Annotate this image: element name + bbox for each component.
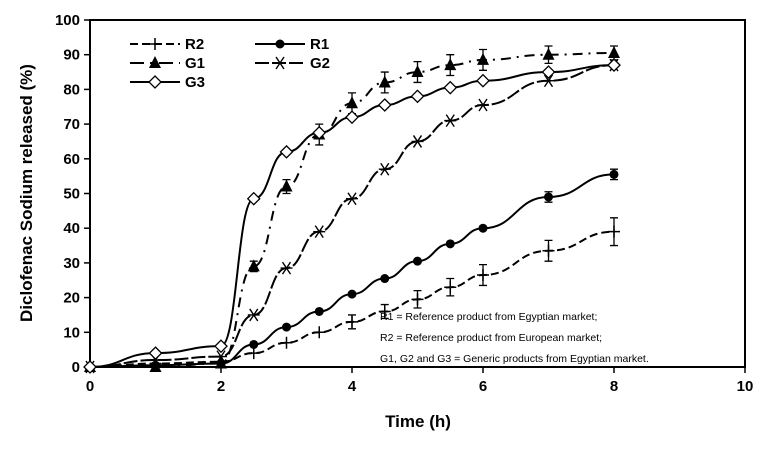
series-line-r2 xyxy=(89,230,615,368)
y-tick-label: 90 xyxy=(63,47,80,64)
data-point-r1 xyxy=(380,274,390,284)
data-point-r2 xyxy=(280,336,293,349)
data-point-g3 xyxy=(541,65,556,79)
data-point-r1 xyxy=(314,306,324,316)
x-tick-label: 4 xyxy=(348,378,357,395)
series-g3 xyxy=(83,58,621,374)
legend-label: G2 xyxy=(310,55,330,72)
y-tick-label: 70 xyxy=(63,116,80,133)
data-point-r2 xyxy=(378,305,391,318)
data-point-g1 xyxy=(149,360,162,372)
data-point-r1 xyxy=(445,239,455,249)
data-point-g1 xyxy=(477,52,489,65)
data-point-g3 xyxy=(214,339,228,354)
legend-label: G3 xyxy=(185,74,205,91)
annotation-r2: R2 = Reference product from European mar… xyxy=(380,332,602,344)
data-point-r1 xyxy=(478,223,488,233)
data-point-g3 xyxy=(83,360,97,374)
annotation-generic: G1, G2 and G3 = Generic products from Eg… xyxy=(380,353,649,365)
legend-item-g3: G3 xyxy=(130,74,205,91)
x-tick-label: 2 xyxy=(217,378,225,395)
x-tick-label: 6 xyxy=(479,378,487,395)
data-point-g2 xyxy=(477,98,489,112)
data-point-g3 xyxy=(246,191,261,206)
legend-label: G1 xyxy=(185,55,205,72)
data-point-g1 xyxy=(542,47,555,60)
data-point-g3 xyxy=(476,73,490,88)
legend-item-r1: R1 xyxy=(255,36,329,53)
y-tick-label: 30 xyxy=(63,255,80,272)
data-point-g2 xyxy=(215,350,227,363)
data-point-r2 xyxy=(411,293,424,306)
legend-item-g1: G1 xyxy=(130,55,205,72)
y-tick-label: 0 xyxy=(72,359,80,376)
x-tick-label: 8 xyxy=(610,378,618,395)
data-point-g1 xyxy=(608,45,620,58)
data-point-r1 xyxy=(282,322,291,332)
y-tick-label: 80 xyxy=(63,81,80,98)
data-point-r2 xyxy=(247,347,260,360)
data-point-r1 xyxy=(249,339,259,349)
y-tick-label: 10 xyxy=(63,324,80,341)
data-point-g2 xyxy=(313,225,326,239)
data-point-r2 xyxy=(444,281,457,294)
data-point-r1 xyxy=(609,169,619,179)
legend-label: R1 xyxy=(310,36,329,53)
y-axis-label: Diclofenac Sodium released (%) xyxy=(17,64,36,322)
data-point-g3 xyxy=(443,80,458,95)
legend-item-r2: R2 xyxy=(130,36,204,53)
data-point-g3 xyxy=(607,58,621,73)
legend-item-g2: G2 xyxy=(255,55,330,72)
data-point-r1 xyxy=(544,192,553,202)
data-point-r2 xyxy=(608,225,620,238)
data-point-g3 xyxy=(410,89,425,104)
legend-marker-asterisk-icon xyxy=(274,56,286,70)
y-tick-label: 100 xyxy=(55,12,80,29)
data-point-g1 xyxy=(444,58,457,71)
data-point-g1 xyxy=(215,356,227,369)
data-point-g3 xyxy=(148,346,163,361)
data-point-g3 xyxy=(345,110,359,125)
data-point-r2 xyxy=(477,269,489,282)
data-point-g3 xyxy=(312,125,327,140)
y-tick-label: 60 xyxy=(63,151,80,168)
data-point-g2 xyxy=(346,192,358,206)
data-point-g3 xyxy=(377,98,392,112)
data-point-g2 xyxy=(280,261,293,275)
data-point-r1 xyxy=(347,289,357,299)
legend-marker-diamond-icon xyxy=(148,75,162,89)
x-tick-label: 0 xyxy=(86,378,94,395)
data-point-g1 xyxy=(378,75,391,88)
x-axis-label: Time (h) xyxy=(385,412,451,431)
y-tick-label: 20 xyxy=(63,290,80,307)
data-point-r2 xyxy=(346,315,358,328)
x-tick-label: 10 xyxy=(737,378,754,395)
legend-marker-plus-icon xyxy=(149,38,161,50)
data-point-g2 xyxy=(444,114,457,128)
data-point-g3 xyxy=(279,144,294,159)
y-tick-label: 40 xyxy=(63,220,80,237)
data-point-r2 xyxy=(313,326,326,339)
data-point-g2 xyxy=(411,135,424,148)
data-point-r1 xyxy=(413,256,422,266)
data-point-g2 xyxy=(378,162,391,176)
data-point-g2 xyxy=(247,308,260,322)
data-point-g1 xyxy=(346,96,358,109)
y-tick-label: 50 xyxy=(63,186,80,203)
legend-marker-circle-icon xyxy=(275,39,285,49)
annotation-r1: R1 = Reference product from Egyptian mar… xyxy=(380,311,597,323)
data-point-g1 xyxy=(247,259,260,272)
data-point-r2 xyxy=(542,244,555,257)
data-point-g2 xyxy=(542,74,555,88)
legend-marker-triangle-icon xyxy=(149,56,161,68)
data-point-g1 xyxy=(280,179,293,192)
legend-label: R2 xyxy=(185,36,204,53)
data-point-g1 xyxy=(411,65,424,78)
